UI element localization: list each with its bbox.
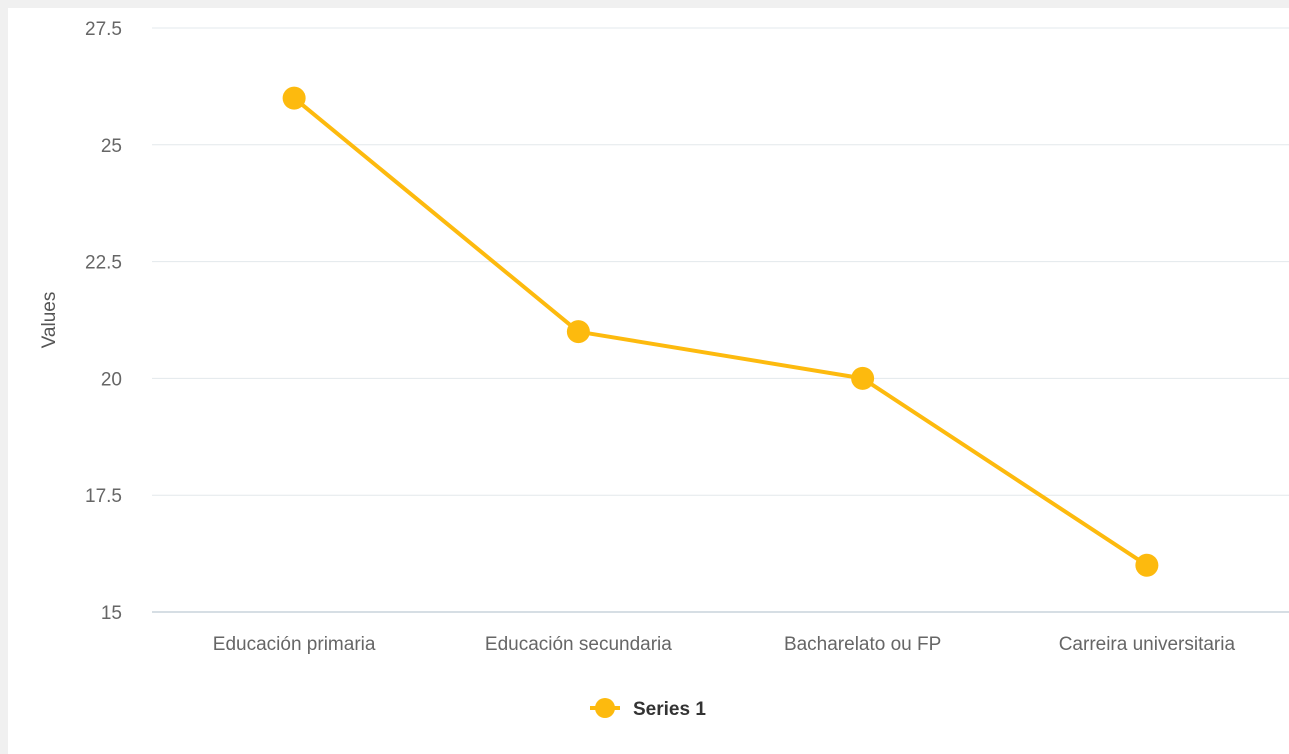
legend-label: Series 1 bbox=[633, 699, 706, 720]
x-tick-label: Carreira universitaria bbox=[1059, 634, 1236, 655]
y-tick-label: 20 bbox=[101, 369, 122, 390]
data-point[interactable] bbox=[566, 320, 590, 344]
data-point[interactable] bbox=[1135, 553, 1159, 577]
x-axis-ticks: Educación primaria Educación secundaria Ba… bbox=[213, 634, 1236, 655]
x-tick-label: Bacharelato ou FP bbox=[784, 634, 941, 655]
y-tick-label: 17.5 bbox=[85, 486, 122, 507]
gridlines bbox=[152, 27, 1289, 613]
series-layer bbox=[282, 86, 1159, 577]
y-tick-label: 25 bbox=[101, 136, 122, 157]
legend[interactable]: Series 1 bbox=[590, 698, 706, 720]
x-tick-label: Educación secundaria bbox=[485, 634, 672, 655]
data-point[interactable] bbox=[282, 86, 306, 110]
series-line bbox=[292, 96, 1149, 568]
y-tick-label: 15 bbox=[101, 603, 122, 624]
data-point[interactable] bbox=[851, 366, 875, 390]
x-tick-label: Educación primaria bbox=[213, 634, 376, 655]
y-axis-title: Values bbox=[39, 292, 60, 349]
y-tick-label: 22.5 bbox=[85, 253, 122, 274]
y-tick-label: 27.5 bbox=[85, 19, 122, 40]
legend-swatch-marker bbox=[595, 698, 615, 718]
y-axis-ticks: 15 17.5 20 22.5 25 27.5 bbox=[85, 19, 122, 624]
chart-frame: 15 17.5 20 22.5 25 27.5 Educación primaria Edu… bbox=[8, 8, 1289, 754]
